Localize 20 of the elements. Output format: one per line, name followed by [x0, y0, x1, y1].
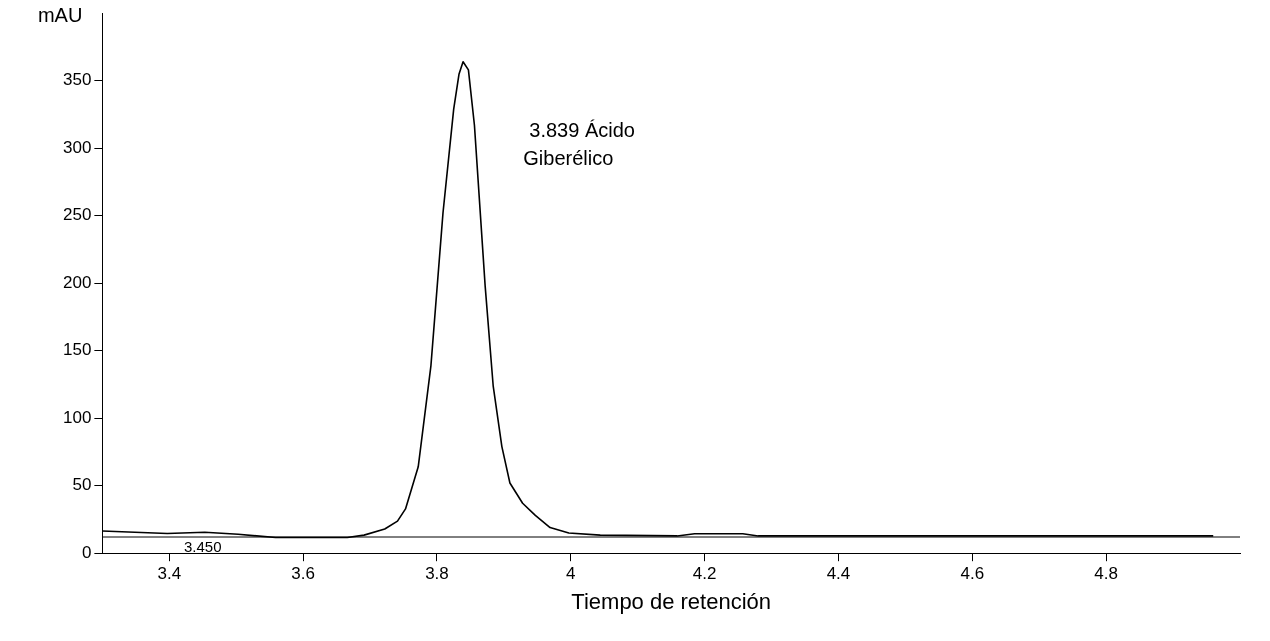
- y-tick-label: 100: [62, 407, 92, 427]
- x-tick-label: 3.4: [157, 564, 182, 584]
- y-tick-label: 50: [72, 475, 92, 495]
- y-tick-label: 350: [62, 70, 92, 90]
- y-tick-label: 250: [62, 205, 92, 225]
- annotation: 3.839 Ácido Giberélico: [523, 118, 635, 169]
- annotation: 3.450: [183, 537, 222, 555]
- x-tick-label: 4.2: [692, 564, 717, 584]
- y-tick-label: 200: [62, 272, 92, 292]
- y-axis-title: mAU: [37, 3, 83, 26]
- x-tick-label: 4.6: [960, 564, 985, 584]
- x-tick-label: 4.8: [1094, 564, 1118, 584]
- x-tick-label: 4: [566, 564, 576, 584]
- y-tick-label: 300: [62, 137, 92, 157]
- y-tick-label: 150: [62, 340, 92, 360]
- x-axis-title: Tiempo de retención: [571, 588, 772, 614]
- x-tick-label: 3.8: [425, 564, 449, 584]
- y-tick-label: 0: [81, 542, 92, 562]
- x-tick-label: 4.4: [826, 564, 851, 584]
- x-tick-label: 3.6: [291, 564, 315, 584]
